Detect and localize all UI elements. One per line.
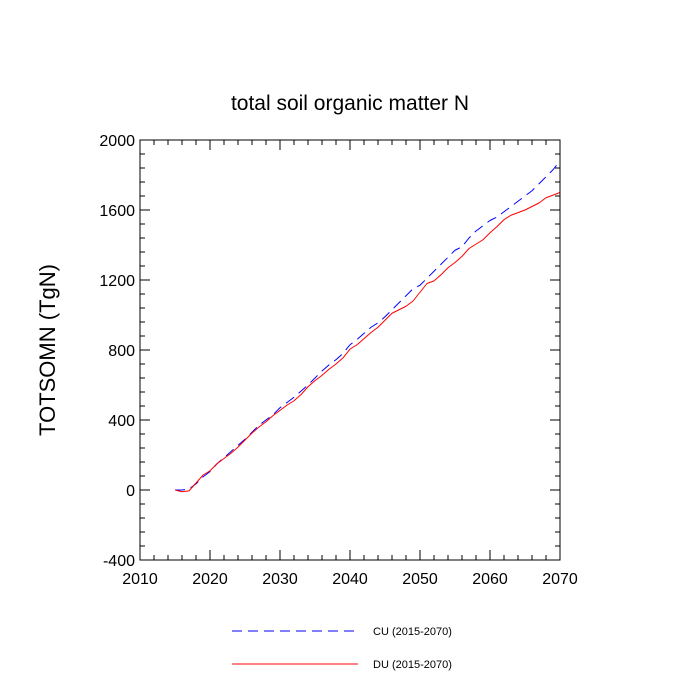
series-line-0 <box>175 160 561 491</box>
x-tick-label: 2050 <box>402 571 438 588</box>
plot-series <box>174 160 561 493</box>
x-tick-label: 2070 <box>542 571 578 588</box>
x-tick-label: 2020 <box>192 571 228 588</box>
legend-label-cu: CU (2015-2070) <box>373 626 452 638</box>
chart-title: total soil organic matter N <box>231 92 469 115</box>
y-axis-label: TOTSOMN (TgN) <box>35 264 60 436</box>
y-tick-label: 2000 <box>99 133 135 150</box>
y-tick-label: 800 <box>108 343 135 360</box>
plot-frame <box>139 139 561 561</box>
tick-labels: 2010 2020 2030 2040 2050 2060 2070 -400 0 400 800 1… <box>99 133 577 588</box>
y-tick-label: -400 <box>103 553 135 570</box>
x-tick-label: 2060 <box>472 571 508 588</box>
x-tick-label: 2030 <box>262 571 298 588</box>
legend: CU (2015-2070) DU (2015-2070) <box>232 626 452 671</box>
y-tick-label: 400 <box>108 413 135 430</box>
axis-ticks <box>139 139 561 561</box>
series-line-1 <box>174 192 561 493</box>
y-tick-label: 0 <box>126 483 135 500</box>
legend-label-du: DU (2015-2070) <box>373 659 452 671</box>
x-tick-label: 2040 <box>332 571 368 588</box>
x-tick-label: 2010 <box>122 571 158 588</box>
y-tick-label: 1200 <box>99 273 135 290</box>
y-tick-label: 1600 <box>99 203 135 220</box>
